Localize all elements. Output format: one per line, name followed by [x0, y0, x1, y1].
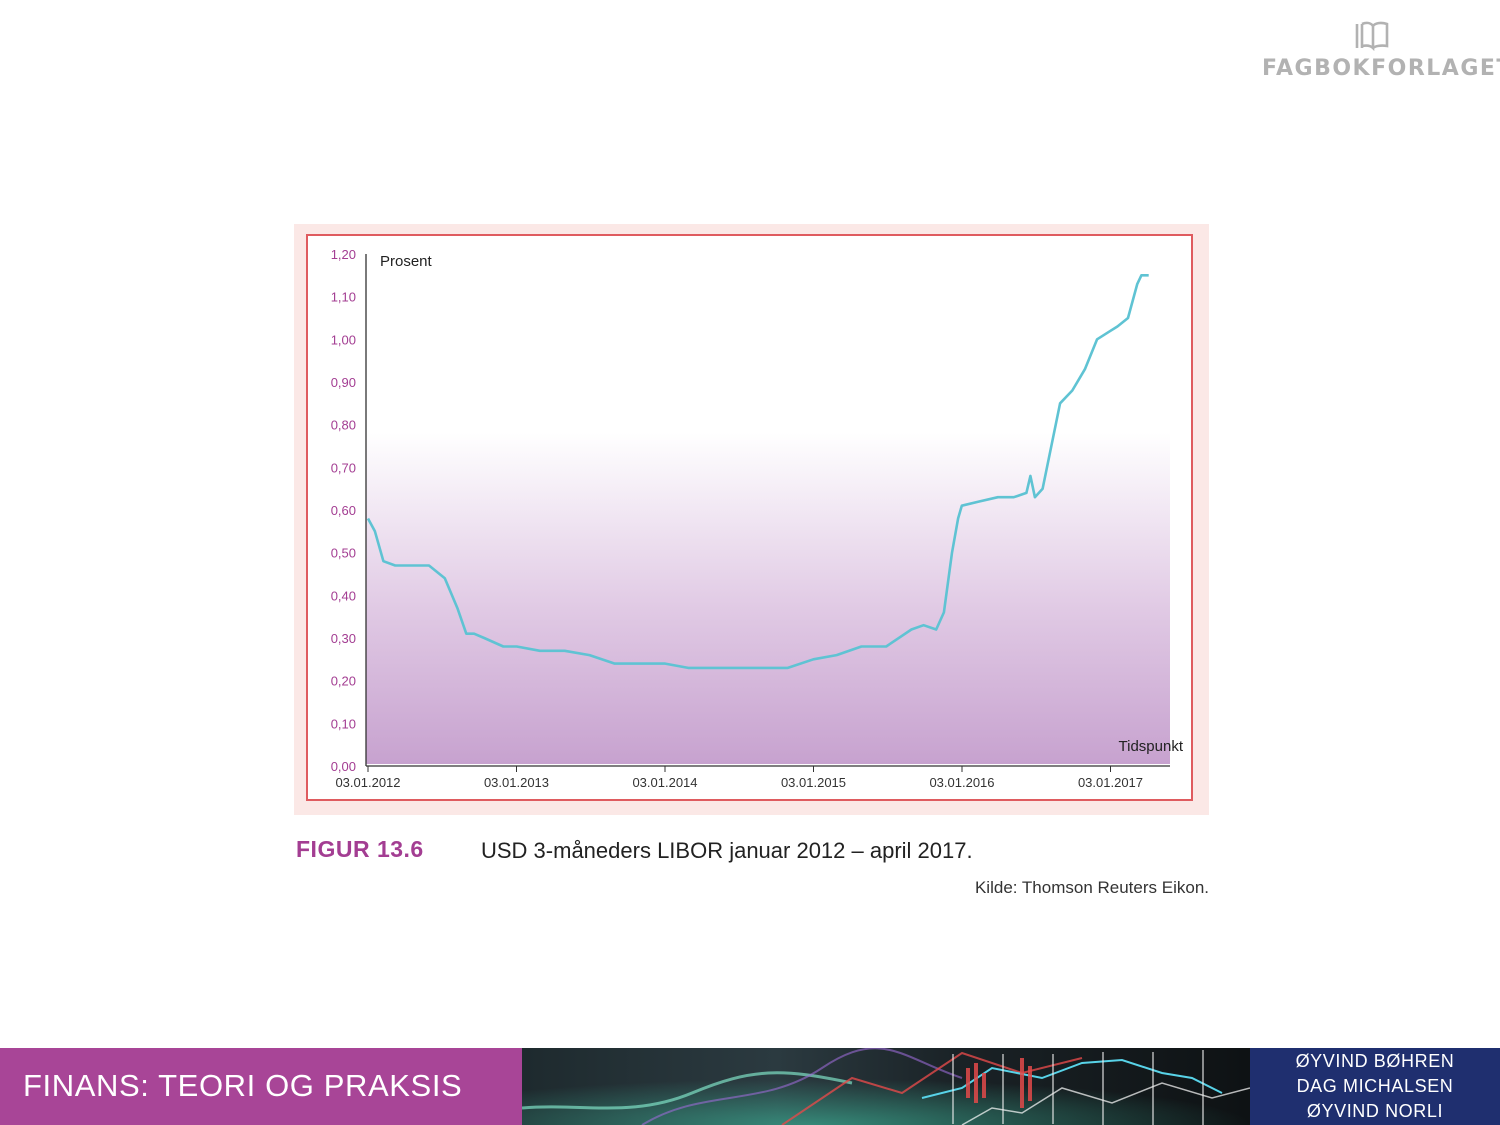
book-outline-icon: [1355, 21, 1389, 52]
y-tick-label: 0,10: [331, 716, 356, 731]
author-name: ØYVIND BØHREN: [1295, 1051, 1455, 1071]
x-tick-label: 03.01.2016: [929, 775, 994, 790]
x-tick-label: 03.01.2013: [484, 775, 549, 790]
book-title: FINANS: TEORI OG PRAKSIS: [0, 1048, 522, 1125]
y-tick-label: 0,20: [331, 674, 356, 689]
y-tick-label: 1,00: [331, 332, 356, 347]
footer-chart-artwork: [522, 1048, 1250, 1125]
x-axis-ticks: 03.01.2012 03.01.2013 03.01.2014 03.01.2015…: [335, 766, 1143, 790]
x-tick-label: 03.01.2012: [335, 775, 400, 790]
x-axis-title: Tidspunkt: [1119, 738, 1184, 755]
chart-frame: 0,00 0,10 0,20 0,30 0,40 0,50 0,60 0,70 0,80 0,90…: [306, 234, 1193, 801]
y-tick-label: 1,20: [331, 247, 356, 262]
y-tick-label: 0,90: [331, 375, 356, 390]
figure-source: Kilde: Thomson Reuters Eikon.: [974, 878, 1209, 897]
footer-bar: FINANS: TEORI OG PRAKSIS: [0, 1048, 1500, 1125]
figure-panel: 0,00 0,10 0,20 0,30 0,40 0,50 0,60 0,70 0,80 0,90…: [294, 224, 1209, 815]
publisher-name: FAGBOKFORLAGET: [1262, 56, 1500, 81]
x-tick-label: 03.01.2014: [632, 775, 697, 790]
y-tick-label: 0,80: [331, 418, 356, 433]
author-name: DAG MICHALSEN: [1296, 1076, 1454, 1096]
x-tick-label: 03.01.2017: [1078, 775, 1143, 790]
y-axis-title: Prosent: [380, 253, 433, 270]
publisher-logo: FAGBOKFORLAGET: [1262, 20, 1500, 100]
figure-caption: USD 3-måneders LIBOR januar 2012 – april…: [481, 838, 973, 863]
y-tick-label: 0,00: [331, 759, 356, 774]
libor-line-chart: 0,00 0,10 0,20 0,30 0,40 0,50 0,60 0,70 0,80 0,90…: [331, 247, 1184, 790]
series-line-usd-libor: [366, 274, 1149, 670]
y-tick-label: 0,50: [331, 546, 356, 561]
y-tick-label: 0,30: [331, 631, 356, 646]
trading-screen-image: [522, 1048, 1250, 1125]
y-tick-label: 0,40: [331, 588, 356, 603]
plot-area-fill: [366, 254, 1170, 764]
y-tick-label: 1,10: [331, 290, 356, 305]
authors-block: ØYVIND BØHREN DAG MICHALSEN ØYVIND NORLI: [1250, 1048, 1500, 1125]
y-tick-label: 0,70: [331, 460, 356, 475]
x-tick-label: 03.01.2015: [781, 775, 846, 790]
y-axis-ticks: 0,00 0,10 0,20 0,30 0,40 0,50 0,60 0,70 0,80 0,90…: [331, 247, 356, 774]
figure-number: FIGUR 13.6: [296, 836, 424, 862]
author-name: ØYVIND NORLI: [1306, 1101, 1444, 1121]
y-tick-label: 0,60: [331, 503, 356, 518]
